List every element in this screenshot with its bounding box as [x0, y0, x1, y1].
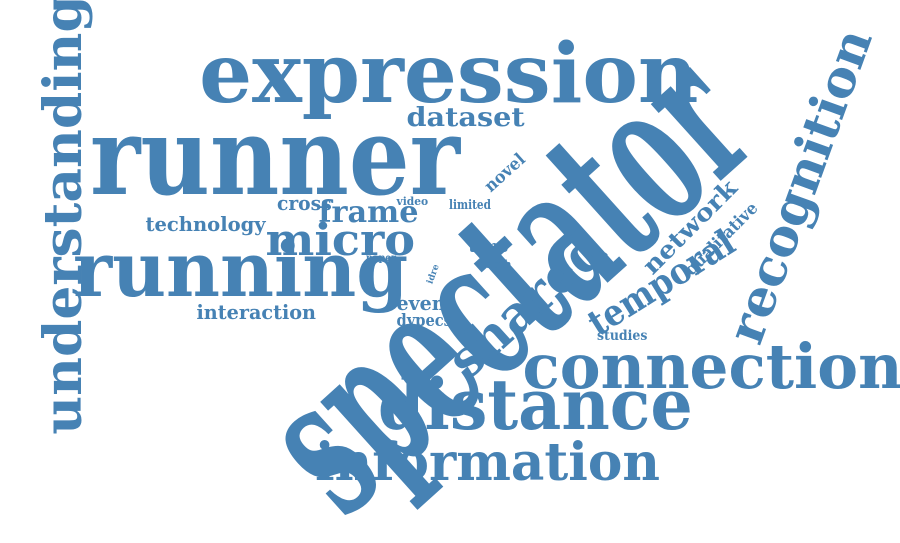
word-connection: connection: [522, 336, 900, 398]
word-video: video: [396, 196, 428, 207]
word-studies: studies: [597, 329, 647, 343]
word-interaction: interaction: [196, 302, 316, 322]
word-understanding: understanding: [38, 0, 90, 435]
word-cross: cross: [276, 193, 331, 213]
word-technology: technology: [145, 214, 265, 234]
word-time: time: [468, 239, 508, 256]
word-dataset: dataset: [406, 105, 524, 131]
word-paper: paper: [366, 254, 396, 264]
word-dypecs: dypecs: [397, 313, 452, 330]
word-depth: depth: [478, 259, 511, 270]
word-limited: limited: [449, 199, 491, 212]
word-information: information: [315, 437, 660, 489]
